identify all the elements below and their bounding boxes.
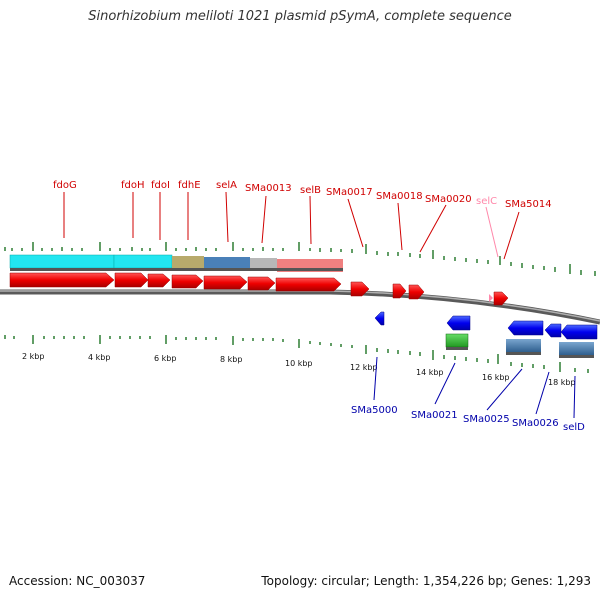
gene-arrow[interactable] — [408, 284, 425, 300]
reverse-label-connectors — [373, 356, 576, 419]
gene-arrow[interactable] — [560, 324, 598, 340]
gene-label[interactable]: selC — [476, 196, 497, 207]
operon-bar — [559, 342, 594, 355]
gene-label[interactable]: selD — [563, 422, 585, 433]
operon-bar — [250, 258, 277, 271]
scale-label: 14 kbp — [416, 368, 444, 377]
scale-label: 18 kbp — [548, 378, 576, 387]
accession-label: Accession: NC_003037 — [9, 574, 146, 588]
pseudo-label-connector — [485, 206, 499, 258]
gene-label[interactable]: selA — [216, 180, 237, 191]
topology-summary: Topology: circular; Length: 1,354,226 bp… — [261, 574, 591, 588]
forward-genes — [9, 272, 509, 306]
gene-arrow[interactable] — [374, 311, 385, 326]
gene-label[interactable]: SMa5014 — [505, 199, 552, 210]
gene-arrow[interactable] — [203, 275, 248, 290]
operon-bar — [172, 256, 204, 269]
scale-label: 10 kbp — [285, 359, 313, 368]
gene-arrow[interactable] — [493, 291, 509, 306]
gene-arrow[interactable] — [507, 320, 544, 336]
operon-bar — [113, 254, 173, 269]
gene-arrow[interactable] — [446, 315, 471, 331]
gene-arrow[interactable] — [350, 281, 370, 297]
gene-arrow[interactable] — [114, 272, 149, 288]
gene-arrow[interactable] — [544, 323, 562, 338]
gene-label[interactable]: fdoG — [53, 180, 77, 191]
gene-arrow[interactable] — [9, 272, 115, 288]
gene-label[interactable]: SMa0026 — [512, 418, 559, 429]
scale-label: 4 kbp — [88, 353, 110, 362]
pseudo-gene — [489, 294, 493, 302]
lower-tick-ruler — [4, 335, 589, 373]
operon-bar — [9, 254, 115, 269]
scale-label: 12 kbp — [350, 363, 378, 372]
reverse-gene-labels: SMa5000 SMa0021 SMa0025 SMa0026 selD — [351, 405, 585, 433]
gene-label[interactable]: SMa0017 — [326, 187, 373, 198]
operon-bar — [204, 257, 250, 270]
reverse-genes — [374, 311, 598, 340]
backbone — [0, 289, 600, 325]
scale-labels: 2 kbp 4 kbp 6 kbp 8 kbp 10 kbp 12 kbp 14… — [22, 352, 576, 387]
gene-arrow[interactable] — [147, 273, 171, 288]
rna-gene[interactable] — [445, 333, 469, 348]
gene-label[interactable]: selB — [300, 185, 321, 196]
gene-label[interactable]: SMa0025 — [463, 414, 510, 425]
scale-label: 8 kbp — [220, 355, 242, 364]
gene-arrow[interactable] — [247, 276, 276, 291]
forward-label-connectors — [63, 191, 520, 260]
gene-arrow[interactable] — [275, 277, 342, 292]
scale-label: 2 kbp — [22, 352, 44, 361]
gene-label[interactable]: fdhE — [178, 180, 201, 191]
operon-bars — [9, 254, 343, 272]
forward-gene-labels: fdoG fdoH fdoI fdhE selA SMa0013 selB SM… — [53, 180, 552, 210]
gene-arrow[interactable] — [392, 283, 407, 299]
gene-label[interactable]: SMa0018 — [376, 191, 423, 202]
gene-label[interactable]: SMa0020 — [425, 194, 472, 205]
upper-tick-ruler — [4, 242, 596, 276]
gene-label[interactable]: SMa5000 — [351, 405, 398, 416]
gene-label[interactable]: fdoI — [151, 180, 170, 191]
gene-label[interactable]: SMa0021 — [411, 410, 458, 421]
map-title: Sinorhizobium meliloti 1021 plasmid pSym… — [88, 9, 512, 24]
gene-label[interactable]: SMa0013 — [245, 183, 292, 194]
scale-label: 6 kbp — [154, 354, 176, 363]
operon-bar — [506, 339, 541, 352]
gene-arrow[interactable] — [171, 274, 204, 289]
scale-label: 16 kbp — [482, 373, 510, 382]
gene-label[interactable]: fdoH — [121, 180, 145, 191]
